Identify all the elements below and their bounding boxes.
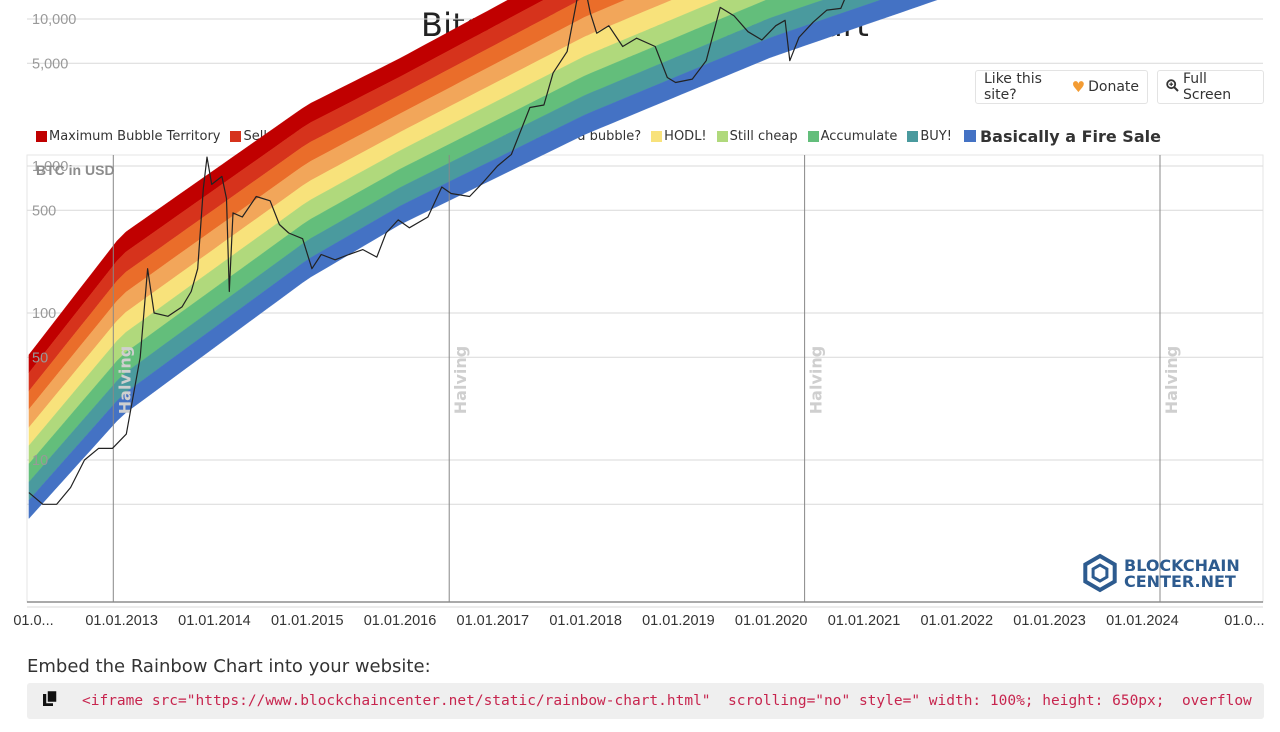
x-tick-label: 01.01.2024: [1106, 613, 1179, 629]
fullscreen-button[interactable]: Full Screen: [1157, 70, 1264, 104]
donate-prefix: Like this site?: [984, 71, 1042, 103]
legend-swatch: [807, 130, 819, 142]
copy-icon: [42, 689, 58, 712]
donate-label: Donate: [1088, 79, 1139, 95]
legend-label: BUY!: [920, 128, 952, 144]
y-tick-label: 500: [32, 203, 56, 219]
x-tick-label: 01.0...: [13, 613, 53, 629]
halving-label: Halving: [451, 346, 470, 414]
x-tick-label: 01.01.2015: [271, 613, 344, 629]
embed-code-box: <iframe src="https://www.blockchaincente…: [27, 683, 1264, 719]
y-tick-label: 100: [32, 306, 56, 322]
legend-label: Still cheap: [729, 128, 798, 144]
legend-swatch: [907, 130, 919, 142]
x-tick-label: 01.01.2023: [1013, 613, 1086, 629]
x-tick-label: 01.01.2019: [642, 613, 715, 629]
x-tick-label: 01.01.2017: [457, 613, 530, 629]
rainbow-chart: Halving Halving Halving Halving 10 50 100 500 1,…: [13, 0, 1265, 629]
legend-item[interactable]: Maximum Bubble Territory: [36, 129, 220, 144]
x-tick-label: 01.01.2018: [549, 613, 622, 629]
copy-button[interactable]: [27, 683, 73, 719]
x-tick-label: 01.01.2013: [85, 613, 158, 629]
x-tick-label: 01.01.2016: [364, 613, 437, 629]
donate-button[interactable]: Like this site? ♥ Donate: [975, 70, 1148, 104]
legend-label: Maximum Bubble Territory: [49, 128, 221, 144]
y-axis-label: BTC in USD: [36, 162, 115, 178]
halving-label: Halving: [807, 346, 826, 414]
legend-swatch: [963, 130, 976, 142]
logo-line1: BLOCKCHAIN: [1124, 556, 1240, 575]
x-tick-label: 01.01.2020: [735, 613, 808, 629]
y-tick-label: 50: [32, 350, 48, 366]
y-tick-label: 1,000: [32, 159, 68, 175]
legend-swatch: [36, 130, 47, 142]
heart-icon: ♥: [1071, 78, 1086, 96]
halving-label: Halving: [115, 346, 134, 414]
legend-item[interactable]: HODL!: [651, 128, 707, 144]
rainbow-band: [28, 0, 938, 520]
legend-swatch: [716, 130, 728, 142]
legend-label: HODL!: [664, 128, 707, 144]
y-tick-label: 10: [32, 453, 48, 469]
embed-code[interactable]: <iframe src="https://www.blockchaincente…: [82, 693, 1252, 709]
y-tick-label: 5,000: [32, 56, 68, 72]
embed-title: Embed the Rainbow Chart into your websit…: [27, 656, 431, 677]
legend-swatch: [230, 130, 242, 142]
legend-item[interactable]: Basically a Fire Sale: [963, 126, 1161, 146]
x-tick-label: 01.0...: [1224, 613, 1264, 629]
fullscreen-label: Full Screen: [1183, 71, 1232, 103]
zoom-icon: [1166, 78, 1179, 96]
legend-swatch: [651, 130, 663, 142]
price-line: [28, 0, 845, 505]
legend-item[interactable]: Accumulate: [807, 128, 898, 144]
x-tick-label: 01.01.2022: [920, 613, 993, 629]
halving-label: Halving: [1162, 346, 1181, 414]
x-tick-label: 01.01.2021: [828, 613, 901, 629]
legend-item[interactable]: BUY!: [907, 129, 952, 144]
legend-label: Accumulate: [820, 128, 898, 144]
logo-line2: CENTER.NET: [1124, 572, 1236, 591]
x-tick-label: 01.01.2014: [178, 613, 251, 629]
y-tick-label: 10,000: [32, 12, 76, 28]
legend-label: Basically a Fire Sale: [979, 126, 1161, 146]
legend-item[interactable]: Still cheap: [716, 128, 798, 144]
